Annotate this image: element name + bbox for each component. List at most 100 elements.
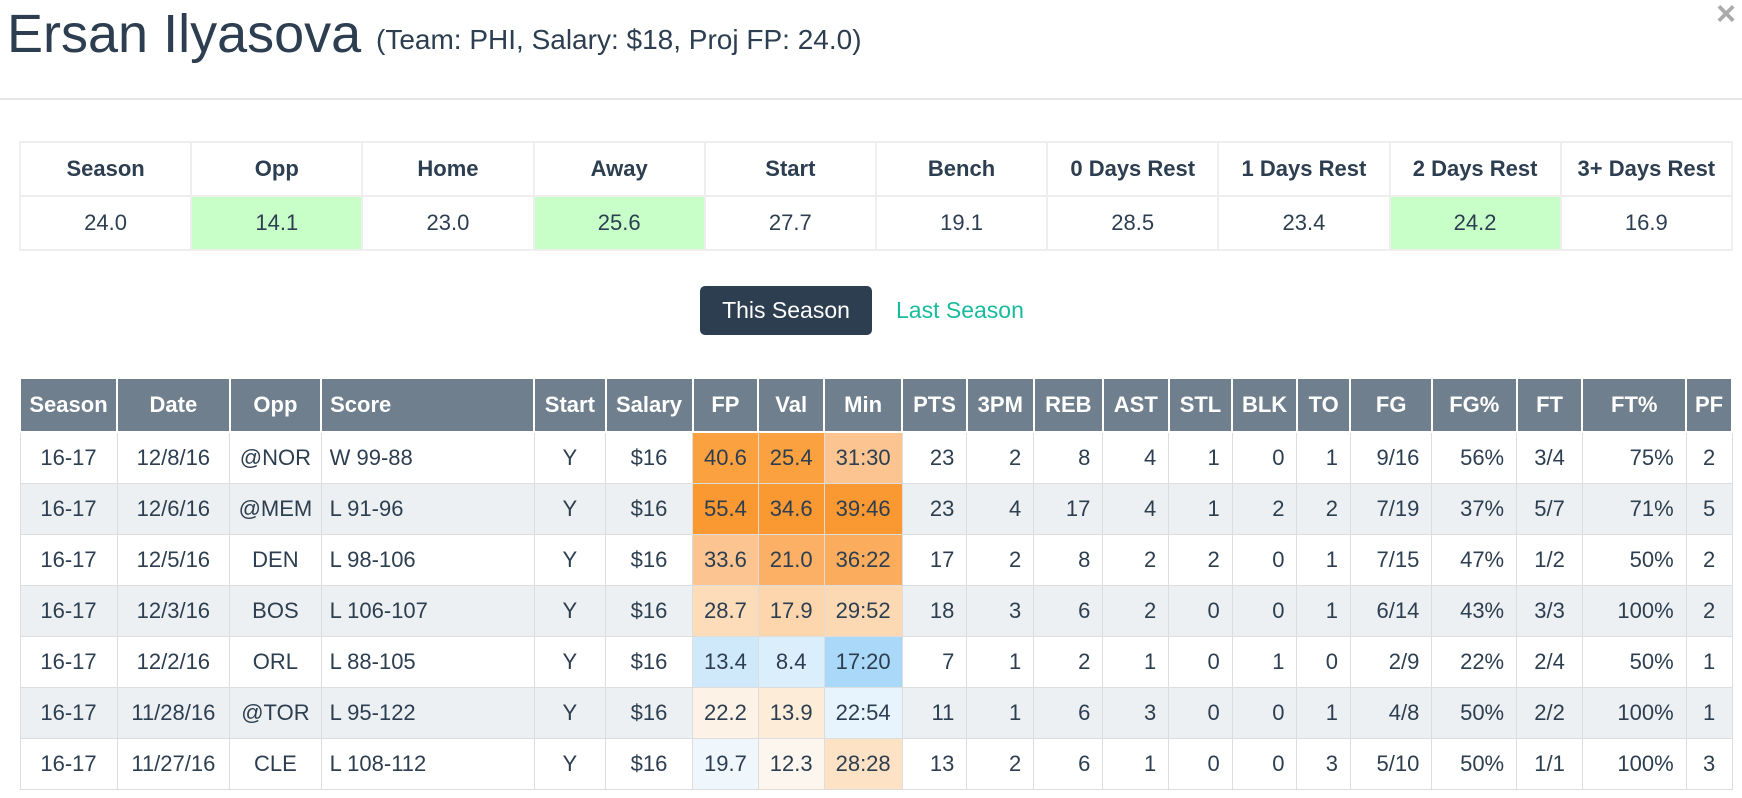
player-name: Ersan Ilyasova (7, 4, 362, 64)
table-cell: L 95-122 (320, 687, 535, 739)
game-log-col-header[interactable]: FG (1349, 377, 1433, 433)
table-cell: 6 (1033, 585, 1104, 637)
game-log-col-header[interactable]: Opp (228, 377, 323, 433)
game-log-col-header[interactable]: FP (691, 377, 760, 433)
table-cell: 33.6 (692, 534, 759, 586)
table-cell: 71% (1581, 483, 1687, 535)
table-cell: 11/28/16 (116, 687, 231, 739)
table-cell: 40.6 (692, 431, 759, 484)
game-log-col-header[interactable]: PF (1685, 377, 1733, 433)
game-log-col-header[interactable]: BLK (1231, 377, 1298, 433)
close-icon[interactable]: × (1716, 0, 1736, 33)
table-cell: 56% (1431, 431, 1518, 484)
game-log-col-header[interactable]: Score (320, 377, 536, 433)
table-cell: 1 (966, 687, 1035, 739)
game-log-col-header[interactable]: Min (823, 377, 904, 433)
table-cell: 2 (1685, 534, 1733, 586)
table-cell: Y (533, 687, 607, 739)
table-cell: 0 (1296, 636, 1351, 688)
table-cell: @NOR (229, 431, 322, 484)
table-cell: 2 (1231, 483, 1298, 535)
game-log-col-header[interactable]: 3PM (965, 377, 1035, 433)
game-log-col-header[interactable]: FT (1515, 377, 1584, 433)
table-cell: 4/8 (1349, 687, 1433, 739)
table-cell: 1 (1102, 738, 1170, 790)
table-cell: 12/3/16 (116, 585, 231, 637)
table-cell: 1/1 (1516, 738, 1583, 790)
table-cell: 16-17 (19, 483, 118, 535)
table-cell: 100% (1581, 585, 1687, 637)
table-cell: 1 (1685, 687, 1733, 739)
splits-col-header: 2 Days Rest (1388, 141, 1562, 197)
game-log-col-header[interactable]: PTS (901, 377, 968, 433)
game-log-col-header[interactable]: Season (18, 377, 119, 433)
table-cell: 2 (1168, 534, 1233, 586)
game-log-col-header[interactable]: AST (1101, 377, 1170, 433)
table-cell: 16-17 (19, 585, 118, 637)
table-cell: 2 (1296, 483, 1351, 535)
game-log-col-header[interactable]: FT% (1581, 377, 1688, 433)
game-log-col-header[interactable]: FG% (1430, 377, 1518, 433)
table-cell: 1 (1168, 483, 1233, 535)
table-cell: 19.7 (692, 738, 759, 790)
table-cell: 6 (1033, 738, 1104, 790)
table-cell: 0 (1231, 585, 1298, 637)
table-cell: 50% (1581, 534, 1687, 586)
table-cell: 8 (1033, 534, 1104, 586)
table-cell: 18 (901, 585, 968, 637)
game-log-col-header[interactable]: TO (1295, 377, 1352, 433)
table-cell: 0 (1231, 534, 1298, 586)
table-cell: 0 (1231, 687, 1298, 739)
table-cell: 2 (1033, 636, 1104, 688)
table-cell: @MEM (229, 483, 322, 535)
modal-header: Ersan Ilyasova (Team: PHI, Salary: $18, … (0, 0, 1742, 100)
table-cell: 4 (1102, 483, 1170, 535)
game-log-col-header[interactable]: Salary (604, 377, 694, 433)
splits-value: 24.0 (18, 195, 193, 251)
table-row: 16-17 12/6/16 @MEM L 91-96 Y $16 55.4 34.6 39:46… (19, 483, 1733, 535)
table-cell: @TOR (229, 687, 322, 739)
splits-header-row: Season Opp Home Away Start Bench 0 Days Rest 1 … (18, 141, 1734, 197)
game-log-body: 16-17 12/8/16 @NOR W 99-88 Y $16 40.6 25.4 31:30… (19, 431, 1733, 790)
table-cell: 21.0 (757, 534, 825, 586)
splits-col-header: Opp (190, 141, 364, 197)
table-cell: 1 (1296, 534, 1351, 586)
game-log-col-header[interactable]: Date (116, 377, 231, 433)
table-cell: 4 (1102, 431, 1170, 484)
table-cell: 3 (1296, 738, 1351, 790)
table-cell: 17 (901, 534, 968, 586)
splits-value: 23.4 (1217, 195, 1391, 251)
splits-col-header: 0 Days Rest (1046, 141, 1220, 197)
table-cell: 50% (1581, 636, 1687, 688)
table-cell: 2/9 (1349, 636, 1433, 688)
table-cell: $16 (605, 585, 693, 637)
table-cell: 23 (901, 431, 968, 484)
table-cell: $16 (605, 738, 693, 790)
game-log-col-header[interactable]: REB (1032, 377, 1104, 433)
table-cell: $16 (605, 431, 693, 484)
table-cell: Y (533, 738, 607, 790)
table-cell: 12/6/16 (116, 483, 231, 535)
table-cell: 50% (1431, 738, 1518, 790)
game-log-col-header[interactable]: STL (1167, 377, 1234, 433)
splits-value: 16.9 (1559, 195, 1734, 251)
table-cell: 0 (1168, 738, 1233, 790)
table-cell: 1 (1685, 636, 1733, 688)
table-row: 16-17 12/3/16 BOS L 106-107 Y $16 28.7 17.9 29:5… (19, 585, 1733, 637)
table-cell: 1 (1296, 431, 1351, 484)
this-season-button[interactable]: This Season (700, 286, 872, 335)
table-cell: 75% (1581, 431, 1687, 484)
table-cell: Y (533, 483, 607, 535)
table-cell: 23 (901, 483, 968, 535)
splits-col-header: Away (532, 141, 706, 197)
table-cell: 12/5/16 (116, 534, 231, 586)
table-cell: 1 (1296, 687, 1351, 739)
table-cell: 16-17 (19, 636, 118, 688)
game-log-col-header[interactable]: Start (533, 377, 607, 433)
last-season-link[interactable]: Last Season (896, 297, 1024, 323)
game-log-col-header[interactable]: Val (757, 377, 826, 433)
table-cell: 34.6 (757, 483, 825, 535)
table-cell: 4 (966, 483, 1035, 535)
splits-value: 19.1 (874, 195, 1049, 251)
table-cell: 11/27/16 (116, 738, 231, 790)
